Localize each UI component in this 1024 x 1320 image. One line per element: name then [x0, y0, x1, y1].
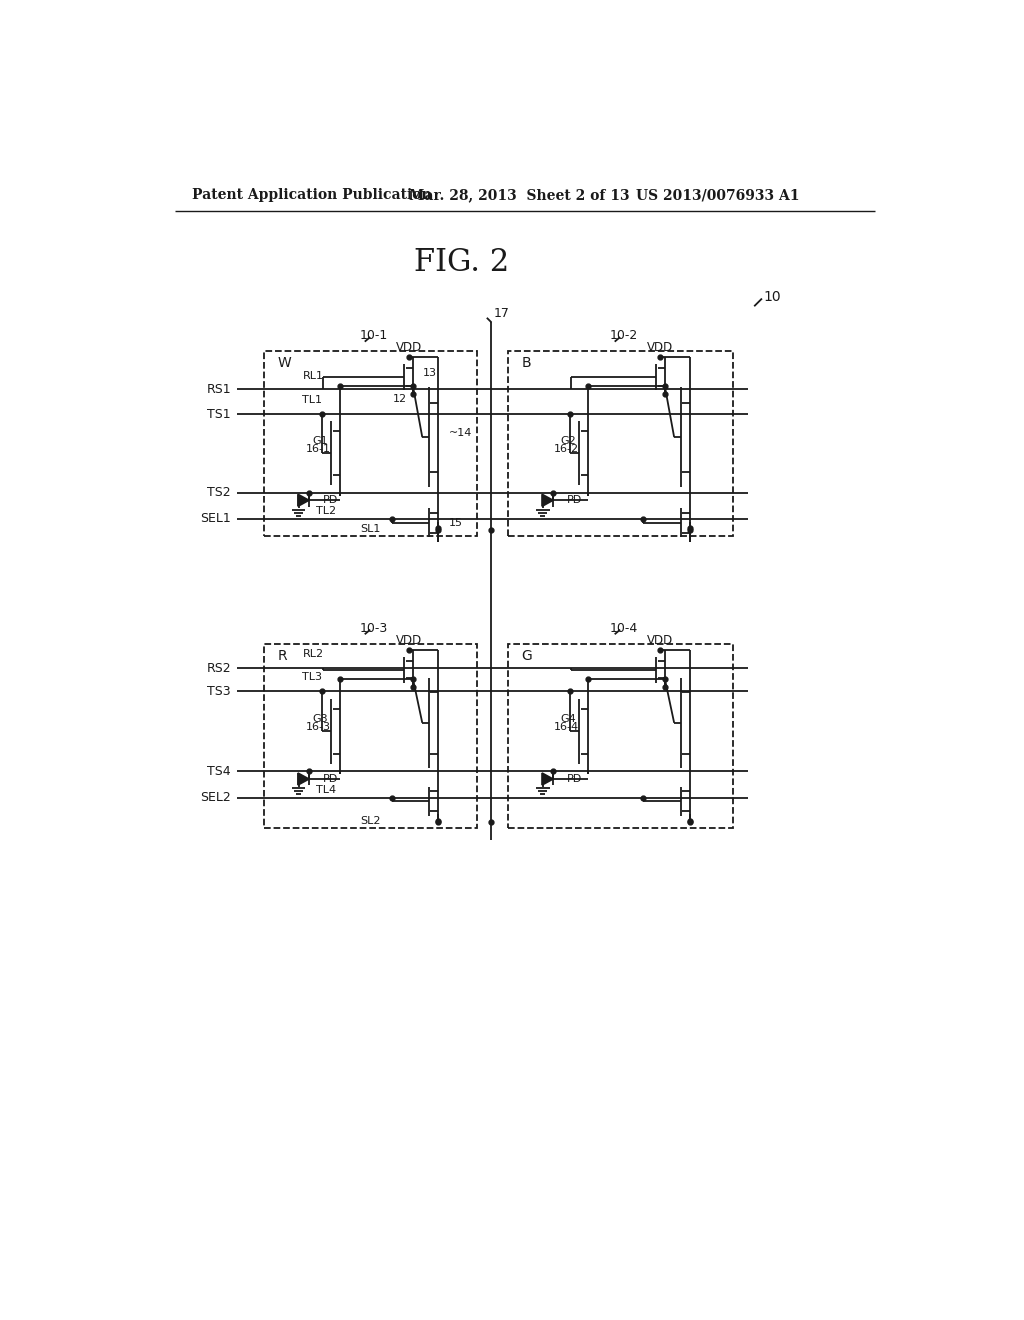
Text: TS1: TS1	[208, 408, 231, 421]
Text: PD: PD	[323, 774, 338, 784]
Text: PD: PD	[566, 774, 582, 784]
Text: VDD: VDD	[395, 342, 422, 354]
Text: RL2: RL2	[302, 649, 324, 659]
Text: VDD: VDD	[647, 634, 674, 647]
Text: 10-2: 10-2	[610, 329, 638, 342]
Polygon shape	[542, 495, 553, 506]
Text: 16-2: 16-2	[554, 444, 580, 454]
Text: G2: G2	[560, 436, 575, 446]
Polygon shape	[542, 774, 553, 785]
Text: TL4: TL4	[316, 785, 337, 795]
Text: 16-3: 16-3	[306, 722, 331, 731]
Polygon shape	[298, 774, 309, 785]
Text: SEL2: SEL2	[201, 791, 231, 804]
Text: 16-1: 16-1	[306, 444, 331, 454]
Text: Mar. 28, 2013  Sheet 2 of 13: Mar. 28, 2013 Sheet 2 of 13	[409, 189, 629, 202]
Text: TL1: TL1	[302, 395, 323, 405]
Text: R: R	[278, 649, 287, 663]
Text: G: G	[521, 649, 532, 663]
Text: 10-1: 10-1	[360, 329, 388, 342]
Text: 13: 13	[423, 368, 436, 379]
Text: G1: G1	[312, 436, 328, 446]
Text: SEL1: SEL1	[201, 512, 231, 525]
Text: SL1: SL1	[360, 524, 380, 533]
Text: ~14: ~14	[449, 428, 472, 437]
Text: 10-3: 10-3	[360, 622, 388, 635]
Text: VDD: VDD	[647, 342, 674, 354]
Text: 16-4: 16-4	[554, 722, 580, 731]
Text: US 2013/0076933 A1: US 2013/0076933 A1	[636, 189, 799, 202]
Text: W: W	[278, 356, 291, 370]
Text: 12: 12	[392, 393, 407, 404]
Text: TS2: TS2	[208, 486, 231, 499]
Text: RS1: RS1	[207, 383, 231, 396]
Text: TS3: TS3	[208, 685, 231, 698]
Text: FIG. 2: FIG. 2	[414, 247, 509, 277]
Text: SL2: SL2	[360, 816, 381, 826]
Text: 15: 15	[449, 517, 463, 528]
Text: VDD: VDD	[395, 634, 422, 647]
Text: TS4: TS4	[208, 764, 231, 777]
Text: PD: PD	[323, 495, 338, 506]
Text: RL1: RL1	[302, 371, 324, 380]
Text: G3: G3	[312, 714, 328, 723]
Text: 10: 10	[764, 290, 781, 304]
Polygon shape	[298, 495, 309, 506]
Text: Patent Application Publication: Patent Application Publication	[191, 189, 431, 202]
Text: PD: PD	[566, 495, 582, 506]
Text: 17: 17	[494, 308, 510, 321]
Text: B: B	[521, 356, 531, 370]
Text: RS2: RS2	[207, 661, 231, 675]
Text: 10-4: 10-4	[610, 622, 638, 635]
Text: TL3: TL3	[302, 672, 323, 682]
Text: TL2: TL2	[316, 506, 337, 516]
Text: G4: G4	[560, 714, 575, 723]
